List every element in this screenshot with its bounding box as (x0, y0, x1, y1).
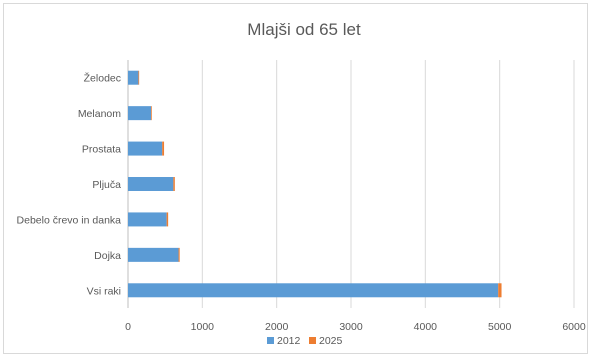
x-tick-label: 0 (125, 321, 131, 333)
bar-2012-0 (128, 70, 139, 85)
legend-label-2025: 2025 (319, 335, 343, 347)
category-label: Dojka (94, 250, 121, 262)
bar-2012-5 (128, 247, 179, 262)
bar-2012-2 (128, 141, 163, 156)
x-tick-label: 4000 (414, 321, 438, 333)
x-tick-label: 6000 (562, 321, 586, 333)
bar-2012-6 (128, 283, 499, 298)
bar-2012-4 (128, 212, 167, 227)
category-label: Vsi raki (87, 285, 121, 297)
category-label: Debelo črevo in danka (17, 214, 122, 226)
legend-swatch-2012 (267, 337, 274, 344)
legend-swatch-2025 (309, 337, 316, 344)
category-label: Prostata (82, 144, 121, 156)
bar-2025-1 (151, 106, 152, 121)
x-tick-label: 2000 (265, 321, 289, 333)
chart-svg: Mlajši od 65 let 0 1000 2000 3000 4000 5000 60… (17, 20, 586, 347)
legend-label-2012: 2012 (277, 335, 301, 347)
category-label: Melanom (78, 108, 121, 120)
bar-2025-2 (162, 141, 165, 156)
bar-2025-6 (498, 283, 502, 298)
x-tick-label: 3000 (339, 321, 363, 333)
bar-2012-1 (128, 106, 152, 121)
category-label: Želodec (84, 72, 121, 85)
bar-2025-0 (138, 70, 140, 85)
bar-2025-4 (166, 212, 169, 227)
chart-title: Mlajši od 65 let (247, 20, 361, 39)
grid-layer (127, 60, 575, 308)
label-layer: 0 1000 2000 3000 4000 5000 6000 Želodec Melanom P… (17, 72, 586, 333)
x-tick-label: 1000 (191, 321, 215, 333)
bar-2012-3 (128, 177, 174, 191)
legend: 2012 2025 (267, 335, 343, 347)
category-label: Pljuča (92, 179, 121, 191)
bar-layer (128, 70, 502, 298)
bar-2025-5 (178, 247, 180, 262)
bar-2025-3 (173, 177, 175, 191)
x-tick-label: 5000 (488, 321, 512, 333)
chart-frame: Mlajši od 65 let 0 1000 2000 3000 4000 5000 60… (3, 3, 588, 354)
